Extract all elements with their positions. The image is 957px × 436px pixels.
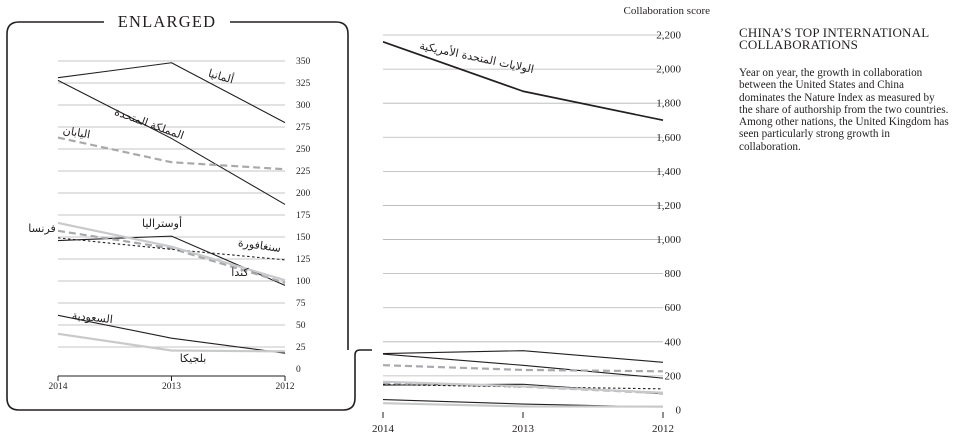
main-x-tick-label: 2013 xyxy=(512,423,535,435)
main-series-line-المملكة-المتحدة xyxy=(382,353,664,379)
enlarged-y-tick-label: 300 xyxy=(296,101,311,111)
enlarged-y-tick-label: 25 xyxy=(296,343,306,353)
enlarged-y-tick-label: 0 xyxy=(296,365,301,375)
main-y-tick-label: 1,600 xyxy=(656,132,681,144)
enlarged-series-line-ألمانيا xyxy=(57,62,286,124)
enlarged-series-label-بلجيكا: بلجيكا xyxy=(180,352,207,365)
enlarged-series-line-سنغافورة xyxy=(57,237,286,261)
enlarged-label: ENLARGED xyxy=(118,12,217,31)
main-y-tick-label: 1,400 xyxy=(656,166,681,178)
enlarged-series-line-فرنسا xyxy=(57,229,286,284)
enlarged-y-tick-label: 250 xyxy=(296,145,311,155)
enlarged-series-label-سنغافورة: سنغافورة xyxy=(237,236,282,255)
enlarged-series-label-أوستراليا: أوستراليا xyxy=(142,216,182,230)
main-y-tick-label: 2,200 xyxy=(656,30,681,42)
main-series-line-كندا xyxy=(382,380,664,394)
main-y-tick-label: 800 xyxy=(665,268,682,280)
main-y-tick-label: 400 xyxy=(665,336,682,348)
enlarged-series-label-فرنسا: فرنسا xyxy=(28,222,56,235)
main-y-tick-label: 200 xyxy=(665,370,682,382)
enlarged-y-tick-label: 150 xyxy=(296,233,311,243)
main-x-tick-label: 2012 xyxy=(652,423,674,435)
main-series-line-بلجيكا xyxy=(382,402,664,408)
enlarged-series-line-بلجيكا xyxy=(57,332,286,353)
enlarged-x-tick-label: 2014 xyxy=(49,382,68,392)
enlarged-series-line-كندا xyxy=(57,221,286,282)
enlarged-x-tick-label: 2012 xyxy=(276,382,295,392)
enlarged-x-tick-label: 2013 xyxy=(162,382,181,392)
sidebar-body: Year on year, the growth in collaboratio… xyxy=(739,67,949,153)
main-series-line-ألمانيا xyxy=(382,350,664,363)
enlarged-series-label-كندا: كندا xyxy=(231,266,249,279)
main-y-tick-label: 1,000 xyxy=(656,234,681,246)
enlarged-y-tick-label: 75 xyxy=(296,299,306,309)
enlarged-frame xyxy=(6,21,372,411)
enlarged-y-tick-label: 225 xyxy=(296,167,311,177)
main-y-tick-label: 2,000 xyxy=(656,64,681,76)
main-x-tick-label: 2014 xyxy=(372,423,395,435)
enlarged-y-tick-label: 100 xyxy=(296,277,311,287)
main-y-tick-label: 0 xyxy=(676,405,682,417)
enlarged-y-tick-label: 175 xyxy=(296,211,311,221)
enlarged-series-label-اليابان: اليابان xyxy=(62,124,91,142)
enlarged-y-tick-label: 200 xyxy=(296,189,311,199)
main-y-tick-label: 1,800 xyxy=(656,98,681,110)
main-y-tick-label: 1,200 xyxy=(656,200,681,212)
enlarged-series-label-ألمانيا: ألمانيا xyxy=(207,66,236,87)
enlarged-y-tick-label: 325 xyxy=(296,79,311,89)
main-y-tick-label: 600 xyxy=(665,302,682,314)
sidebar: CHINA’S TOP INTERNATIONAL COLLABORATIONS… xyxy=(739,25,951,153)
enlarged-series-line-السعودية xyxy=(57,314,286,354)
sidebar-title: CHINA’S TOP INTERNATIONAL COLLABORATIONS xyxy=(739,25,929,52)
enlarged-y-tick-label: 350 xyxy=(296,57,311,67)
main-series-line-اليابان xyxy=(382,364,664,373)
enlarged-y-tick-label: 50 xyxy=(296,321,306,331)
main-y-axis-label: Collaboration score xyxy=(624,5,711,17)
main-series-line-الولايات-المتحدة-الأمريكية xyxy=(382,41,664,122)
enlarged-series-label-المملكة-المتحدة: المملكة المتحدة xyxy=(113,105,186,142)
enlarged-series-label-السعودية: السعودية xyxy=(71,309,113,326)
enlarged-series-line-اليابان xyxy=(57,136,286,171)
main-series-label-usa: الولايات المتحدة الأمريكية xyxy=(418,38,535,76)
enlarged-y-tick-label: 125 xyxy=(296,255,311,265)
enlarged-y-tick-label: 275 xyxy=(296,123,311,133)
enlarged-series-line-المملكة-المتحدة xyxy=(57,79,286,205)
